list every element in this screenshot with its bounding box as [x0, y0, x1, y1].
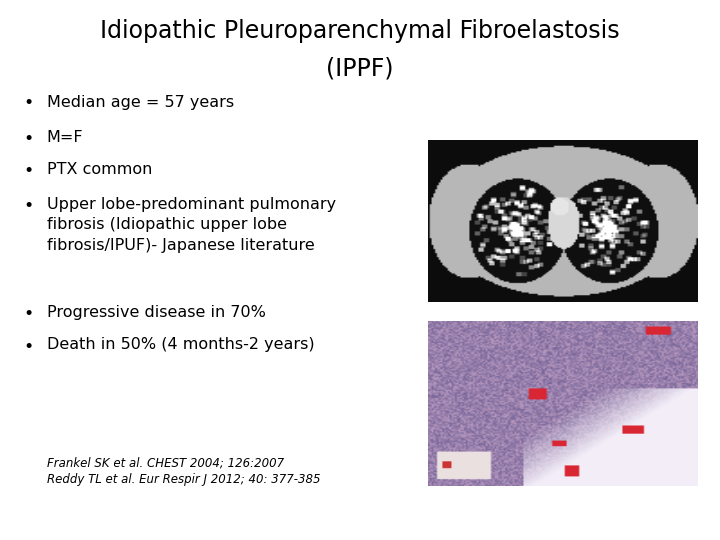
Text: •: • — [24, 130, 34, 147]
Text: •: • — [24, 305, 34, 323]
Text: Death in 50% (4 months-2 years): Death in 50% (4 months-2 years) — [47, 338, 315, 353]
Text: •: • — [24, 162, 34, 180]
Text: Frankel SK et al. CHEST 2004; 126:2007
Reddy TL et al. Eur Respir J 2012; 40: 37: Frankel SK et al. CHEST 2004; 126:2007 R… — [47, 456, 320, 487]
Text: •: • — [24, 338, 34, 355]
Text: Idiopathic Pleuroparenchymal Fibroelastosis: Idiopathic Pleuroparenchymal Fibroelasto… — [100, 19, 620, 43]
Text: M=F: M=F — [47, 130, 84, 145]
Text: Upper lobe-predominant pulmonary
fibrosis (Idiopathic upper lobe
fibrosis/IPUF)-: Upper lobe-predominant pulmonary fibrosi… — [47, 197, 336, 253]
Text: •: • — [24, 94, 34, 112]
Text: Progressive disease in 70%: Progressive disease in 70% — [47, 305, 266, 320]
Text: PTX common: PTX common — [47, 162, 152, 177]
Text: Median age = 57 years: Median age = 57 years — [47, 94, 234, 110]
Text: •: • — [24, 197, 34, 215]
Text: (IPPF): (IPPF) — [326, 57, 394, 80]
